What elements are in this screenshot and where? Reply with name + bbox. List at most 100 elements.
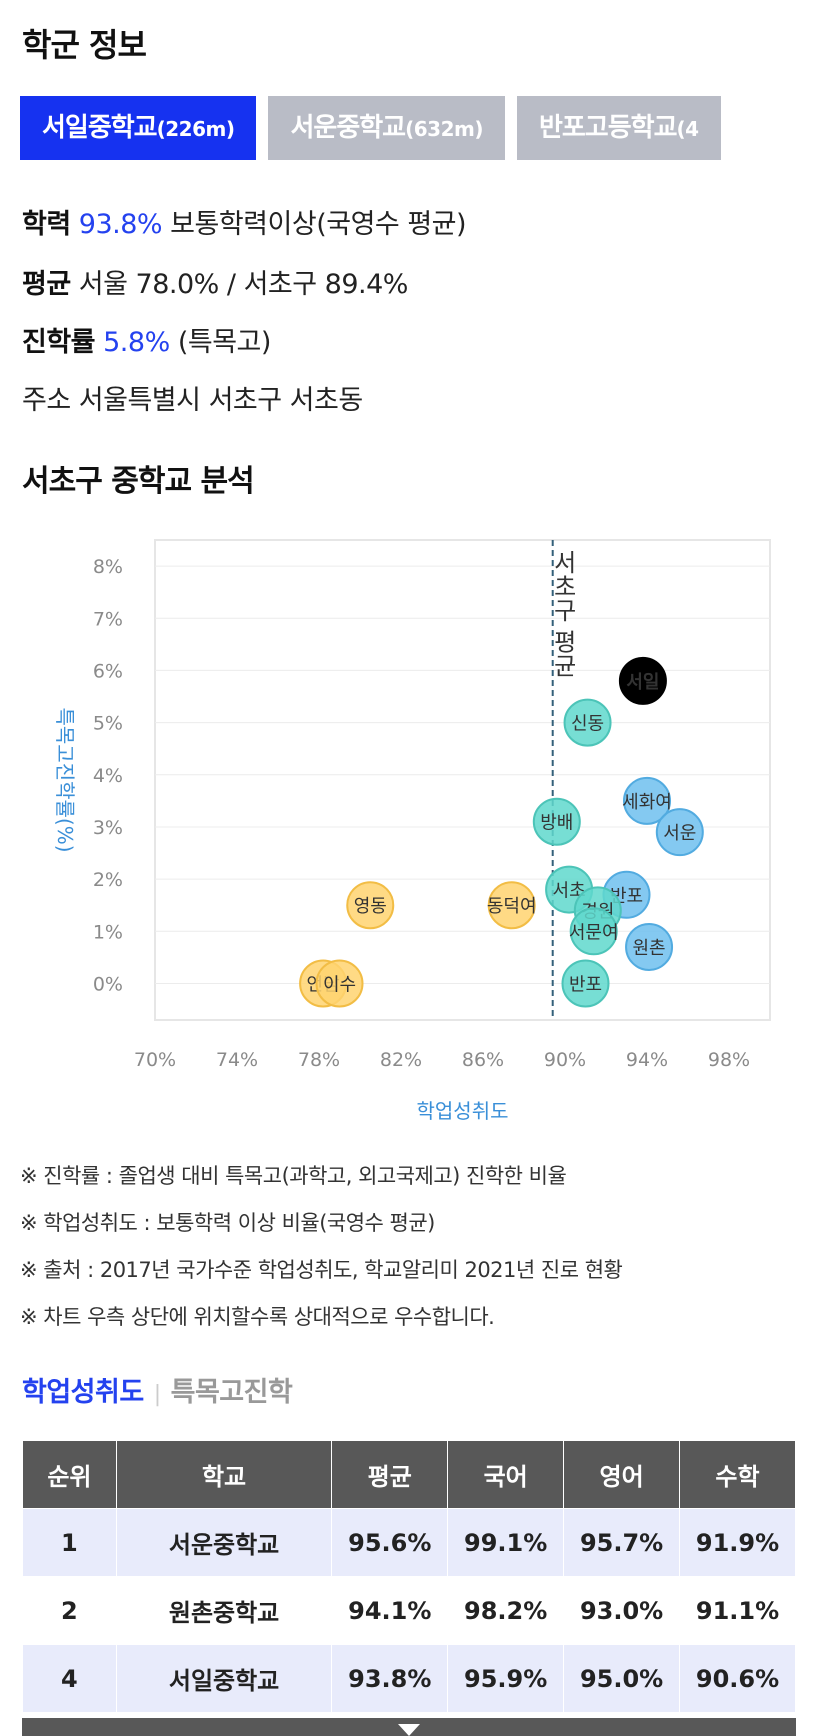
table-row: 1 서운중학교 95.6% 99.1% 95.7% 91.9%: [22, 1508, 796, 1577]
advance-rate-label: 진학률: [22, 327, 96, 358]
plot-area: [154, 539, 771, 1021]
y-tick-label: 6%: [93, 660, 123, 682]
cell-english: 95.0%: [563, 1644, 681, 1713]
tab-school-name: 서운중학교: [290, 113, 406, 143]
data-point-label: 영동: [354, 896, 387, 917]
x-tick-label: 70%: [134, 1049, 176, 1071]
note-advance-rate: ※ 진학률 : 졸업생 대비 특목고(과학고, 외고국제고) 진학한 비율: [20, 1164, 567, 1188]
data-point: [569, 907, 618, 956]
header-english: 영어: [563, 1440, 681, 1509]
data-point-label: 서문여: [569, 922, 619, 943]
note-source: ※ 출처 : 2017년 국가수준 학업성취도, 학교알리미 2021년 진로 …: [20, 1258, 623, 1282]
advance-rate-value: 5.8%: [103, 327, 170, 358]
y-tick-label: 1%: [93, 921, 123, 943]
achievement-row: 학력 93.8% 보통학력이상(국영수 평균): [22, 202, 467, 241]
table-row: 2 원촌중학교 94.1% 98.2% 93.0% 91.1%: [22, 1576, 796, 1645]
cell-rank: 1: [22, 1508, 117, 1577]
y-tick-label: 4%: [93, 765, 123, 787]
data-point-label: 서초: [553, 881, 586, 902]
reference-line-label: 서초구 평균: [549, 550, 577, 678]
chart-notes: ※ 진학률 : 졸업생 대비 특목고(과학고, 외고국제고) 진학한 비율 ※ …: [20, 1160, 623, 1348]
y-tick-label: 8%: [93, 556, 123, 578]
tab-achievement[interactable]: 학업성취도: [22, 1377, 144, 1408]
address-row: 주소 서울특별시 서초구 서초동: [22, 378, 363, 417]
cell-average: 93.8%: [331, 1644, 449, 1713]
scatter-chart: 서초구 평균 서일신동세화여서운방배반포서초경원서문여원촌반포영동동덕여언남이수…: [53, 539, 771, 1123]
tab-separator: |: [153, 1382, 161, 1407]
y-tick-label: 3%: [93, 817, 123, 839]
data-point: [618, 656, 667, 705]
cell-school: 서운중학교: [115, 1508, 333, 1577]
note-position: ※ 차트 우측 상단에 위치할수록 상대적으로 우수합니다.: [20, 1305, 495, 1329]
data-point-label: 서일: [626, 672, 659, 693]
tab-school-distance: (226m): [156, 117, 235, 141]
table-header-row: 순위 학교 평균 국어 영어 수학: [22, 1440, 796, 1509]
x-tick-label: 90%: [544, 1049, 586, 1071]
cell-english: 95.7%: [563, 1508, 681, 1577]
x-tick-label: 94%: [626, 1049, 668, 1071]
data-point: [563, 698, 612, 747]
ranking-table: 순위 학교 평균 국어 영어 수학 1 서운중학교 95.6% 99.1% 95…: [22, 1440, 796, 1713]
x-tick-label: 86%: [462, 1049, 504, 1071]
data-point: [315, 959, 364, 1008]
cell-math: 91.1%: [679, 1576, 796, 1645]
table-row: 4 서일중학교 93.8% 95.9% 95.0% 90.6%: [22, 1644, 796, 1713]
data-point-label: 세화여: [622, 792, 672, 813]
header-math: 수학: [679, 1440, 796, 1509]
cell-korean: 98.2%: [447, 1576, 565, 1645]
chevron-down-icon: [398, 1724, 420, 1736]
x-tick-label: 78%: [298, 1049, 340, 1071]
average-label: 평균: [22, 269, 71, 300]
advance-rate-suffix: (특목고): [177, 327, 272, 358]
data-point: [532, 797, 581, 846]
tab-school-name: 반포고등학교: [538, 113, 678, 143]
data-point-label: 방배: [540, 813, 573, 834]
tab-school-3[interactable]: 반포고등학교(4: [516, 96, 721, 160]
expand-table-button[interactable]: [22, 1718, 796, 1736]
data-point: [487, 881, 536, 930]
cell-english: 93.0%: [563, 1576, 681, 1645]
school-district-title: 학군 정보: [22, 26, 147, 64]
data-point-label: 원촌: [632, 938, 665, 959]
cell-school: 원촌중학교: [115, 1576, 333, 1645]
district-analysis-title: 서초구 중학교 분석: [22, 464, 255, 499]
tab-school-2[interactable]: 서운중학교(632m): [268, 96, 505, 160]
x-tick-label: 74%: [216, 1049, 258, 1071]
school-tabs: 서일중학교(226m) 서운중학교(632m) 반포고등학교(4: [20, 96, 796, 160]
data-point: [625, 922, 674, 971]
ranking-tabs: 학업성취도 | 특목고진학: [22, 1370, 293, 1409]
address-value: 서울특별시 서초구 서초동: [78, 385, 363, 416]
data-point-label: 신동: [571, 714, 604, 735]
tab-school-1[interactable]: 서일중학교(226m): [20, 96, 257, 160]
header-korean: 국어: [447, 1440, 565, 1509]
tab-special-school[interactable]: 특목고진학: [170, 1377, 293, 1408]
cell-rank: 2: [22, 1576, 117, 1645]
cell-average: 94.1%: [331, 1576, 449, 1645]
tab-school-name: 서일중학교: [42, 113, 158, 143]
y-tick-label: 2%: [93, 869, 123, 891]
y-tick-label: 7%: [93, 608, 123, 630]
achievement-suffix: 보통학력이상(국영수 평균): [170, 209, 467, 240]
data-point: [346, 881, 395, 930]
header-school: 학교: [115, 1440, 333, 1509]
data-point-label: 반포: [569, 974, 602, 995]
data-point-label: 동덕여: [487, 896, 537, 917]
x-tick-label: 82%: [380, 1049, 422, 1071]
y-axis-title: 특목고진학률(%): [53, 707, 77, 852]
data-point-label: 이수: [323, 974, 356, 995]
tab-school-distance: (4: [676, 117, 700, 141]
cell-math: 91.9%: [679, 1508, 796, 1577]
cell-math: 90.6%: [679, 1644, 796, 1713]
x-tick-label: 98%: [708, 1049, 750, 1071]
cell-korean: 99.1%: [447, 1508, 565, 1577]
cell-korean: 95.9%: [447, 1644, 565, 1713]
data-point-label: 서운: [663, 823, 696, 844]
address-label: 주소: [22, 385, 71, 416]
data-point: [655, 808, 704, 857]
data-point: [561, 959, 610, 1008]
advance-rate-row: 진학률 5.8% (특목고): [22, 320, 271, 359]
y-tick-label: 0%: [93, 973, 123, 995]
achievement-label: 학력: [22, 209, 71, 240]
average-row: 평균 서울 78.0% / 서초구 89.4%: [22, 262, 408, 301]
cell-school: 서일중학교: [115, 1644, 333, 1713]
